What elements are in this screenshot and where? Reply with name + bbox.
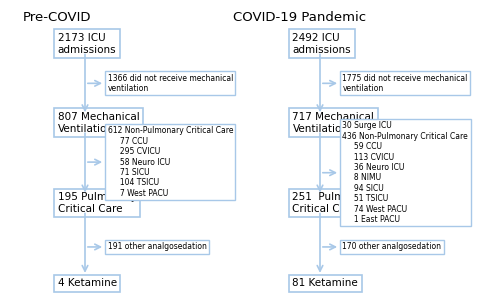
Text: 251  Pulmonary
Critical Care: 251 Pulmonary Critical Care	[292, 192, 374, 214]
Text: 807 Mechanical
Ventilation: 807 Mechanical Ventilation	[58, 112, 139, 134]
Text: 195 Pulmonary
Critical Care: 195 Pulmonary Critical Care	[58, 192, 136, 214]
Text: 717 Mechanical
Ventilation: 717 Mechanical Ventilation	[292, 112, 374, 134]
Text: Pre-COVID: Pre-COVID	[23, 11, 92, 24]
Text: 30 Surge ICU
436 Non-Pulmonary Critical Care
     59 CCU
     113 CVICU
     36 : 30 Surge ICU 436 Non-Pulmonary Critical …	[342, 122, 468, 224]
Text: 2492 ICU
admissions: 2492 ICU admissions	[292, 33, 351, 55]
Text: 4 Ketamine: 4 Ketamine	[58, 278, 116, 288]
Text: COVID-19 Pandemic: COVID-19 Pandemic	[234, 11, 366, 24]
Text: 1366 did not receive mechanical
ventilation: 1366 did not receive mechanical ventilat…	[108, 74, 233, 93]
Text: 1775 did not receive mechanical
ventilation: 1775 did not receive mechanical ventilat…	[342, 74, 468, 93]
Text: 170 other analgosedation: 170 other analgosedation	[342, 242, 442, 251]
Text: 191 other analgosedation: 191 other analgosedation	[108, 242, 206, 251]
Text: 2173 ICU
admissions: 2173 ICU admissions	[58, 33, 116, 55]
Text: 612 Non-Pulmonary Critical Care
     77 CCU
     295 CVICU
     58 Neuro ICU
   : 612 Non-Pulmonary Critical Care 77 CCU 2…	[108, 126, 233, 198]
Text: 81 Ketamine: 81 Ketamine	[292, 278, 358, 288]
